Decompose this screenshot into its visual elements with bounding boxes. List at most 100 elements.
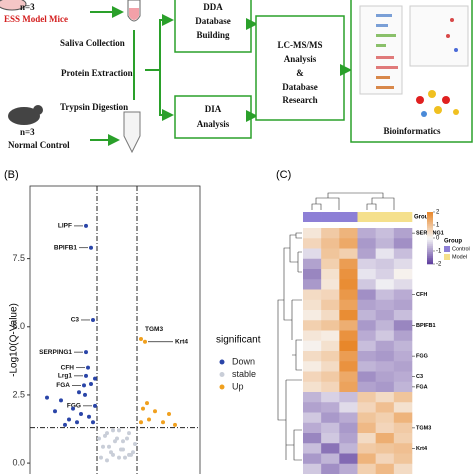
heat-cell xyxy=(321,340,340,352)
colorbar-step xyxy=(427,254,433,257)
heat-cell xyxy=(357,310,376,321)
legend-title: significant xyxy=(216,335,261,346)
arrow xyxy=(159,70,174,121)
data-point xyxy=(105,458,109,463)
legend-marker xyxy=(219,384,225,390)
heat-cell xyxy=(339,320,358,331)
heat-cell xyxy=(393,279,413,290)
data-point xyxy=(143,339,147,344)
group-label: Normal Control xyxy=(8,140,70,150)
colorbar-label: 2 xyxy=(436,210,440,216)
heat-cell xyxy=(339,330,358,342)
tube-icon xyxy=(123,111,141,154)
data-point xyxy=(53,409,57,414)
data-point xyxy=(87,414,91,419)
heat-cell xyxy=(321,299,340,311)
heat-cell xyxy=(339,371,358,383)
heat-cell xyxy=(339,258,358,270)
box-text: Building xyxy=(196,30,230,40)
heat-cell xyxy=(393,330,413,342)
box-text: DDA xyxy=(203,2,223,12)
data-point xyxy=(84,350,88,355)
heat-cell xyxy=(339,463,358,474)
data-point xyxy=(125,436,129,441)
row-label: CFH xyxy=(416,292,427,298)
data-point xyxy=(75,420,79,425)
heat-cell xyxy=(375,320,395,331)
data-point xyxy=(83,392,87,397)
heat-cell xyxy=(303,381,322,393)
heat-cell xyxy=(321,381,340,393)
heat-cell xyxy=(339,402,358,413)
heat-cell xyxy=(339,269,358,280)
box-text: LC-MS/MS xyxy=(278,40,323,50)
heat-cell xyxy=(321,279,340,290)
heat-cell xyxy=(339,279,358,290)
heat-cell xyxy=(303,258,322,270)
heat-cell xyxy=(357,248,376,260)
heat-cell xyxy=(357,381,376,393)
colorbar-label: 1 xyxy=(436,223,440,229)
heat-cell xyxy=(357,330,376,342)
heat-cell xyxy=(339,443,358,454)
heat-cell xyxy=(303,402,322,413)
box-text: DIA xyxy=(205,104,222,114)
heat-cell xyxy=(339,299,358,311)
heat-cell xyxy=(339,340,358,352)
point-label: C3 xyxy=(71,317,80,324)
heat-cell xyxy=(303,289,322,301)
box-text: Analysis xyxy=(284,54,317,64)
heat-cell xyxy=(303,433,322,444)
heat-cell xyxy=(303,412,322,424)
heat-cell xyxy=(321,412,340,424)
colorbar-label: -1 xyxy=(436,249,442,255)
data-point xyxy=(84,223,88,228)
legend-marker xyxy=(219,359,225,365)
heat-cell xyxy=(303,351,322,362)
colorbar-step xyxy=(427,222,433,225)
heat-cell xyxy=(321,422,340,434)
colorbar-step xyxy=(427,218,433,221)
heat-cell xyxy=(303,310,322,321)
heat-cell xyxy=(375,310,395,321)
row-dendrogram xyxy=(277,232,302,461)
heat-cell xyxy=(339,381,358,393)
tube-fill xyxy=(129,8,139,20)
heat-cell xyxy=(303,269,322,280)
heat-cell xyxy=(339,361,358,372)
colorbar-step xyxy=(427,258,433,261)
point-label: CFH xyxy=(61,364,75,371)
heat-cell xyxy=(339,351,358,362)
colorbar-step xyxy=(427,242,433,245)
data-point xyxy=(119,447,123,452)
plot-frame xyxy=(29,185,201,474)
data-point xyxy=(121,439,125,444)
n-label: n=3 xyxy=(20,2,35,12)
data-point xyxy=(139,420,143,425)
heat-cell xyxy=(357,238,376,249)
heat-cell xyxy=(375,381,395,393)
y-tick-label: 5.0 xyxy=(12,321,25,331)
heat-cell xyxy=(321,443,340,454)
heat-cell xyxy=(393,422,413,434)
mouse-icon xyxy=(33,105,43,115)
heat-cell xyxy=(393,453,413,465)
heat-cell xyxy=(321,371,340,383)
heat-cell xyxy=(393,361,413,372)
heat-cell xyxy=(375,299,395,311)
heat-cell xyxy=(339,412,358,424)
row-label: BPIFB1 xyxy=(416,323,436,329)
data-point xyxy=(93,376,97,381)
colorbar-step xyxy=(427,220,433,223)
heat-cell xyxy=(375,269,395,280)
step-label: Saliva Collection xyxy=(60,38,125,48)
heat-cell xyxy=(303,248,322,260)
row-label: TGM3 xyxy=(416,425,431,431)
box-text: Bioinformatics xyxy=(384,126,441,136)
heat-cell xyxy=(393,228,413,239)
heat-cell xyxy=(357,463,376,474)
arrow xyxy=(145,14,174,71)
heat-cell xyxy=(303,463,322,474)
heat-cell xyxy=(357,351,376,362)
heat-cell xyxy=(357,299,376,311)
